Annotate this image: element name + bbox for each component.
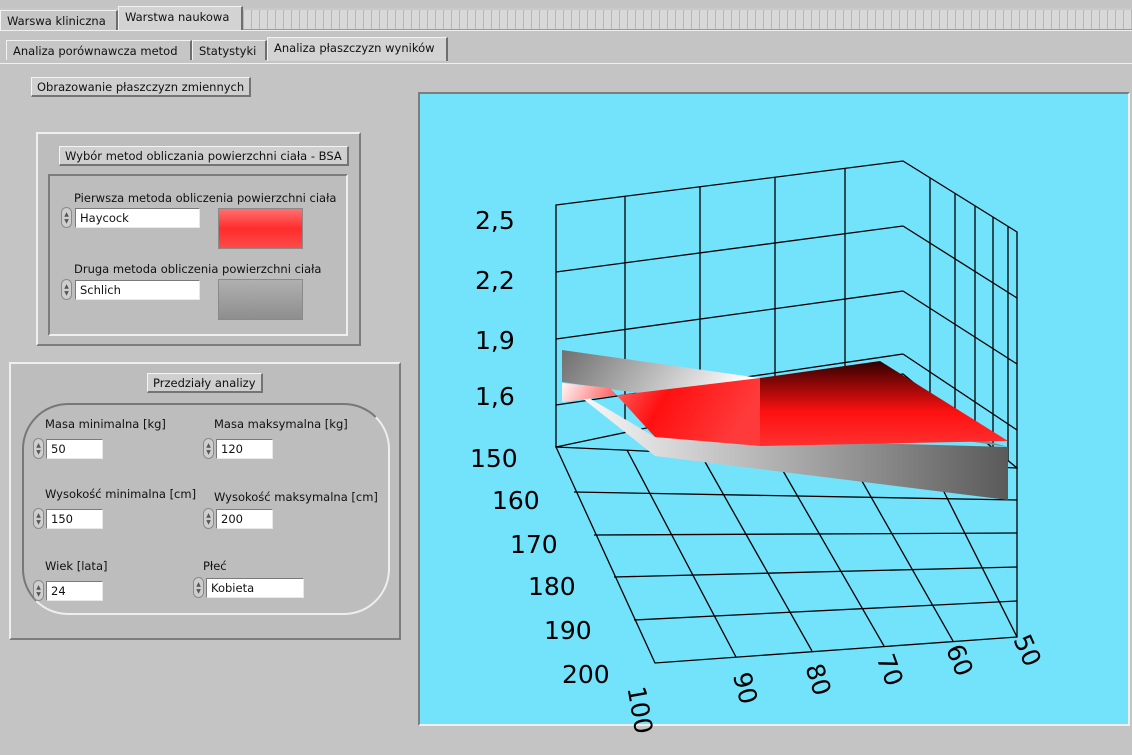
surface-red <box>562 361 1008 446</box>
height-min-label: Wysokość minimalna [cm] <box>45 487 197 501</box>
method1-color-swatch <box>218 208 303 249</box>
subtab-divider <box>0 63 1132 64</box>
tab-analiza-plaszczyzn[interactable]: Analiza płaszczyzn wyników <box>267 37 448 61</box>
mass-min-spinner[interactable]: ▲ ▼ <box>33 438 44 459</box>
mass-min-field[interactable]: 50 <box>46 439 103 459</box>
down-arrow-icon: ▼ <box>196 587 201 595</box>
tab-warstwa-naukowa[interactable]: Warstwa naukowa <box>118 6 243 30</box>
height-max-spinner[interactable]: ▲ ▼ <box>203 508 214 529</box>
tab-analiza-porownawcza[interactable]: Analiza porównawcza metod <box>6 40 192 60</box>
down-arrow-icon: ▼ <box>206 448 211 456</box>
age-field[interactable]: 24 <box>46 581 103 601</box>
bsa-panel <box>36 132 361 346</box>
tab-statystyki[interactable]: Statystyki <box>192 40 267 60</box>
age-spinner[interactable]: ▲ ▼ <box>33 580 44 601</box>
up-arrow-icon: ▲ <box>64 282 69 290</box>
method2-field[interactable]: Schlich <box>75 280 200 300</box>
method2-spinner[interactable]: ▲ ▼ <box>61 279 72 300</box>
method1-label: Pierwsza metoda obliczenia powierzchni c… <box>74 191 337 205</box>
down-arrow-icon: ▼ <box>206 518 211 526</box>
mass-max-label: Masa maksymalna [kg] <box>214 417 348 431</box>
section-title: Obrazowanie płaszczyzn zmiennych <box>31 77 252 97</box>
method1-spinner[interactable]: ▲ ▼ <box>61 207 72 228</box>
up-arrow-icon: ▲ <box>64 210 69 218</box>
surface-plot[interactable] <box>420 94 1128 724</box>
ranges-panel-title: Przedziały analizy <box>147 373 263 393</box>
down-arrow-icon: ▼ <box>36 448 41 456</box>
height-max-field[interactable]: 200 <box>216 509 273 529</box>
height-min-spinner[interactable]: ▲ ▼ <box>33 508 44 529</box>
up-arrow-icon: ▲ <box>206 511 211 519</box>
up-arrow-icon: ▲ <box>36 583 41 591</box>
down-arrow-icon: ▼ <box>64 289 69 297</box>
mass-max-spinner[interactable]: ▲ ▼ <box>203 438 214 459</box>
method1-field[interactable]: Haycock <box>75 208 200 228</box>
down-arrow-icon: ▼ <box>64 217 69 225</box>
height-min-field[interactable]: 150 <box>46 509 103 529</box>
tab-strip-filler <box>243 10 1132 30</box>
age-label: Wiek [lata] <box>45 559 108 573</box>
ranges-rounded-frame <box>22 403 390 615</box>
up-arrow-icon: ▲ <box>36 441 41 449</box>
bsa-inner-frame <box>48 174 348 336</box>
up-arrow-icon: ▲ <box>206 441 211 449</box>
tab-warstwa-kliniczna[interactable]: Warswa kliniczna <box>0 10 118 30</box>
sex-spinner[interactable]: ▲ ▼ <box>193 577 204 598</box>
tab-divider <box>0 30 1132 31</box>
sex-field[interactable]: Kobieta <box>206 578 304 598</box>
down-arrow-icon: ▼ <box>36 590 41 598</box>
mass-max-field[interactable]: 120 <box>216 439 273 459</box>
up-arrow-icon: ▲ <box>196 580 201 588</box>
down-arrow-icon: ▼ <box>36 518 41 526</box>
method2-label: Druga metoda obliczenia powierzchni ciał… <box>74 262 322 276</box>
mass-min-label: Masa minimalna [kg] <box>45 417 166 431</box>
height-max-label: Wysokość maksymalna [cm] <box>214 490 378 504</box>
bsa-panel-title: Wybór metod obliczania powierzchni ciała… <box>59 146 349 166</box>
method2-color-swatch <box>218 279 303 320</box>
sex-label: Płeć <box>203 559 227 573</box>
up-arrow-icon: ▲ <box>36 511 41 519</box>
